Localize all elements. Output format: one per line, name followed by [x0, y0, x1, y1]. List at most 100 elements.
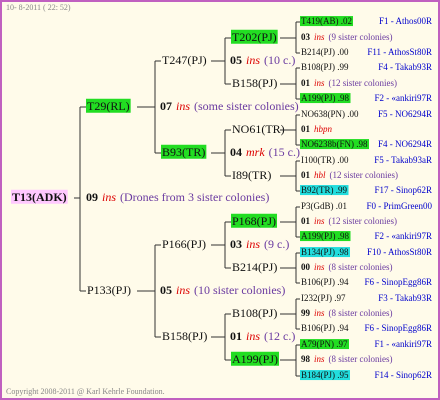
label: I100(TR) .00	[301, 155, 349, 165]
info: F14 - Sinop62R	[374, 370, 432, 380]
marker: ins	[314, 78, 325, 88]
number: 01	[230, 329, 242, 343]
label: B158(PJ)	[232, 76, 277, 90]
highlight	[300, 139, 369, 150]
highlight	[86, 98, 131, 113]
highlight	[300, 370, 351, 381]
marker: ins	[314, 262, 325, 272]
note: (12 c.)	[264, 329, 295, 343]
label: A199(PJ) .98	[301, 93, 350, 103]
label: B184(PJ) .95	[301, 370, 349, 380]
label: B106(PJ) .94	[301, 323, 349, 333]
highlight	[300, 247, 351, 258]
number: 01	[301, 216, 311, 226]
highlight	[161, 144, 207, 159]
highlight	[300, 16, 353, 27]
note: (8 sister colonies)	[329, 308, 393, 318]
marker: ins	[314, 354, 325, 364]
number: 04	[230, 145, 242, 159]
number: 03	[301, 32, 311, 42]
label: I232(PJ) .97	[301, 293, 346, 303]
marker: ins	[102, 190, 116, 204]
marker: ins	[246, 237, 260, 251]
info: F5 - NO6294R	[378, 109, 432, 119]
marker: ins	[246, 53, 260, 67]
highlight	[300, 231, 351, 242]
info: F17 - Sinop62R	[374, 185, 432, 195]
number: 07	[160, 99, 172, 113]
marker: hbpn	[314, 124, 333, 134]
number: 01	[301, 78, 311, 88]
info: F0 - PrimGreen00	[367, 201, 433, 211]
number: 99	[301, 308, 311, 318]
marker: ins	[246, 329, 260, 343]
note: (12 sister colonies)	[329, 78, 397, 88]
number: 01	[301, 124, 311, 134]
note: (10 sister colonies)	[194, 283, 285, 297]
number: 03	[230, 237, 242, 251]
marker: ins	[314, 32, 325, 42]
copyright: Copyright 2008-2011 @ Karl Kehrle Founda…	[6, 387, 165, 396]
note: (12 sister colonies)	[329, 216, 397, 226]
marker: ins	[314, 216, 325, 226]
info: F11 - AthosSt80R	[367, 47, 432, 57]
note: (9 sister colonies)	[329, 32, 393, 42]
info: F5 - Takab93aR	[374, 155, 432, 165]
label: B134(PJ) .98	[301, 247, 349, 257]
label: NO638(PN) .00	[301, 109, 359, 119]
marker: ins	[176, 283, 190, 297]
label: B214(PJ) .00	[301, 47, 349, 57]
label: NO61(TR)	[232, 122, 285, 136]
label: T247(PJ)	[162, 53, 207, 67]
number: 00	[301, 262, 311, 272]
marker: mrk	[246, 145, 265, 159]
number: 05	[230, 53, 242, 67]
note: (15 c.)	[269, 145, 300, 159]
label: B106(PJ) .94	[301, 277, 349, 287]
info: F2 - «ankiri97R	[375, 93, 433, 103]
label: B93(TR)	[162, 145, 205, 159]
highlight	[231, 351, 280, 366]
note: (some sister colonies)	[194, 99, 299, 113]
label: T29(RL)	[87, 99, 130, 113]
number: 05	[160, 283, 172, 297]
highlight	[300, 185, 349, 196]
label: P166(PJ)	[162, 237, 206, 251]
info: F1 - Athos00R	[379, 16, 432, 26]
info: F1 - «ankiri97R	[375, 339, 433, 349]
highlight	[300, 93, 351, 104]
label: NO6238b(FN) .98	[301, 139, 368, 149]
info: F2 - «ankiri97R	[375, 231, 433, 241]
info: F3 - Takab93R	[378, 293, 432, 303]
info: F10 - AthosSt80R	[367, 247, 432, 257]
label: B92(TR) .99	[301, 185, 347, 195]
label: P133(PJ)	[87, 283, 131, 297]
info: F6 - SinopEgg86R	[364, 277, 432, 287]
label: B108(PJ)	[232, 306, 277, 320]
label: A79(PN) .97	[301, 339, 348, 349]
note: (10 c.)	[264, 53, 295, 67]
marker: ins	[314, 308, 325, 318]
marker: ins	[176, 99, 190, 113]
note: (Drones from 3 sister colonies)	[120, 190, 269, 204]
highlight	[11, 189, 68, 204]
label: T202(PJ)	[232, 30, 277, 44]
marker: hbl	[314, 170, 326, 180]
number: 98	[301, 354, 311, 364]
label: P3(GdB) .01	[301, 201, 347, 211]
note: (8 sister colonies)	[329, 262, 393, 272]
label: A199(PJ)	[232, 352, 278, 366]
label: T13(ADK)	[12, 190, 67, 204]
info: F6 - SinopEgg86R	[364, 323, 432, 333]
label: B158(PJ)	[162, 329, 207, 343]
number: 09	[86, 190, 98, 204]
note: (12 sister colonies)	[330, 170, 398, 180]
info: F4 - NO6294R	[378, 139, 432, 149]
info: F4 - Takab93R	[378, 62, 432, 72]
label: I89(TR)	[232, 168, 271, 182]
highlight	[231, 29, 278, 44]
note: (9 c.)	[264, 237, 289, 251]
note: (8 sister colonies)	[329, 354, 393, 364]
